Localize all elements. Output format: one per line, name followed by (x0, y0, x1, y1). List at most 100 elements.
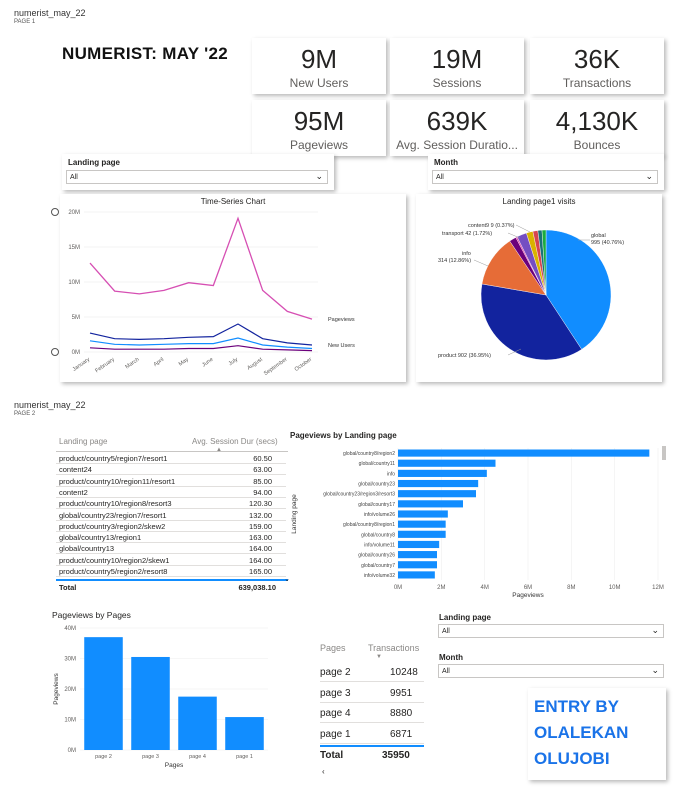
landing-page-cell: product/country5/region7/resort1 (59, 454, 168, 463)
bar[interactable] (398, 571, 435, 579)
transactions-cell: 9951 (390, 687, 413, 699)
bar[interactable] (398, 449, 650, 457)
chevron-down-icon: ⌄ (315, 171, 323, 181)
x-tick-label: June (201, 357, 214, 369)
table-row[interactable]: content2 94.00 (56, 487, 286, 498)
table-row[interactable]: page 2 10248 (320, 662, 424, 682)
bar[interactable] (398, 479, 479, 488)
chevron-down-icon: ⌄ (645, 171, 653, 181)
month-dropdown[interactable]: All ⌄ (438, 664, 664, 678)
table-row[interactable]: product/country10/region8/resort3 120.30 (56, 498, 286, 510)
landing-page-cell: content2 (59, 487, 88, 497)
x-tick-label: 2M (437, 585, 445, 591)
table-row[interactable]: product/country3/region2/skew2 159.00 (56, 521, 286, 532)
kpi-label: Bounces (573, 138, 621, 152)
pie-card: Landing page1 visits global 995 (40.76%) p… (416, 194, 662, 382)
scrollbar[interactable] (662, 446, 666, 460)
y-tick-label: info/volume32 (364, 573, 395, 579)
y-tick-label: global/country26 (358, 553, 395, 559)
table-row[interactable]: product/country10/region11/resort1 85.00 (56, 476, 286, 487)
kpi-value: 19M (431, 44, 483, 74)
table-row[interactable]: global/country23/region7/resort1 132.00 (56, 510, 286, 521)
landing-page-slicer[interactable]: Landing page All ⌄ (62, 154, 334, 190)
y-axis-label: Pageviews (53, 673, 60, 705)
bar[interactable] (84, 637, 123, 750)
kpi-label: Avg. Session Duratio... (396, 138, 518, 152)
page-label: PAGE 2 (14, 411, 36, 417)
y-tick-label: 0M (68, 748, 76, 754)
series-label: Pageviews (328, 317, 355, 323)
bar[interactable] (398, 459, 496, 467)
bar[interactable] (398, 530, 446, 538)
y-tick-label: global/country8/region2 (343, 451, 395, 457)
x-axis-label: Pageviews (512, 592, 544, 599)
bar[interactable] (398, 540, 440, 549)
scroll-down-icon[interactable]: ⌄ (284, 576, 290, 583)
table-row[interactable]: page 3 9951 (320, 683, 424, 703)
y-tick-label: info/volume11 (364, 542, 395, 548)
sort-arrow-icon[interactable]: ▲ (216, 447, 222, 453)
landing-page-cell: product/country10/region2/skew1 (59, 555, 170, 565)
month-slicer[interactable]: Month All ⌄ (428, 154, 664, 190)
transactions-cell: 8880 (390, 708, 413, 719)
page-cell: page 1 (320, 728, 351, 740)
bar[interactable] (398, 490, 476, 498)
bar[interactable] (225, 717, 264, 750)
pageviews-by-pages-card: Pageviews by Pages 0M 10M 20M 30M 40M page 2 p… (48, 606, 274, 776)
table-row[interactable]: page 4 8880 (320, 703, 424, 723)
radio-handle-icon[interactable] (51, 348, 59, 356)
bar[interactable] (398, 551, 437, 559)
landing-page-slicer[interactable]: Landing page All ⌄ (438, 610, 666, 644)
table-row[interactable]: product/country10/region2/skew1 164.00 (56, 555, 286, 566)
table-row[interactable]: content24 63.00 (56, 464, 286, 476)
landing-page-table: Landing page Avg. Session Dur (secs) ▲ p… (56, 432, 290, 594)
avg-session-cell: 164.00 (249, 555, 272, 565)
x-tick-label: page 4 (189, 754, 206, 760)
bar[interactable] (178, 696, 217, 750)
y-tick-label: 30M (64, 657, 76, 663)
kpi-value: 4,130K (555, 106, 639, 136)
bar[interactable] (398, 500, 463, 508)
sort-arrow-icon[interactable]: ▼ (376, 654, 382, 660)
landing-page-dropdown[interactable]: All ⌄ (438, 624, 664, 638)
landing-page-dropdown[interactable]: All ⌄ (66, 170, 328, 184)
total-label: Total (320, 750, 344, 761)
entry-line-1: ENTRY BY (534, 697, 620, 716)
transactions-cell: 6871 (390, 728, 413, 740)
x-tick-label: page 2 (95, 754, 112, 760)
table-row[interactable]: page 1 6871 (320, 724, 424, 744)
bar[interactable] (398, 520, 446, 528)
table-row[interactable]: global/country13/region1 163.00 (56, 532, 286, 544)
month-slicer[interactable]: Month All ⌄ (438, 650, 666, 684)
leader-line (473, 259, 489, 267)
kpi-label: Transactions (562, 76, 632, 90)
kpi-value: 639K (426, 106, 488, 136)
column-header-pages[interactable]: Pages (320, 643, 346, 653)
bar[interactable] (131, 656, 170, 750)
month-dropdown[interactable]: All ⌄ (432, 170, 658, 184)
table-row[interactable]: product/country5/region7/resort1 60.50 (56, 453, 286, 464)
leader-line (507, 348, 522, 356)
table-row[interactable]: global/country13 164.00 (56, 543, 286, 555)
x-tick-label: page 3 (142, 754, 159, 760)
dropdown-value: All (442, 668, 450, 675)
kpi-card: 9M New Users (252, 38, 386, 94)
column-header-avg-session[interactable]: Avg. Session Dur (secs) (192, 437, 278, 446)
table-row[interactable]: product/country5/region2/resort8 165.00 (56, 566, 286, 577)
x-tick-label: January (72, 357, 92, 373)
bar[interactable] (398, 561, 437, 569)
bar[interactable] (398, 510, 448, 518)
series-line (89, 323, 313, 346)
column-header-landing-page[interactable]: Landing page (59, 437, 108, 446)
column-header-transactions[interactable]: Transactions (368, 643, 420, 653)
y-tick-label: global/country23/region3/resort3 (323, 492, 395, 498)
avg-session-cell: 132.00 (249, 510, 272, 520)
slice-label: content9 9 (0.37%) (468, 223, 515, 229)
time-series-card: Time-Series Chart 0M 5M 10M 15M 20M January Fe… (60, 194, 406, 382)
report-name: numerist_may_22 (14, 400, 86, 410)
bar[interactable] (398, 469, 487, 477)
slice-label: transport 42 (1.72%) (442, 231, 492, 237)
scroll-left-icon[interactable]: ‹ (322, 767, 325, 776)
total-value: 35950 (382, 750, 410, 761)
radio-handle-icon[interactable] (51, 208, 59, 216)
